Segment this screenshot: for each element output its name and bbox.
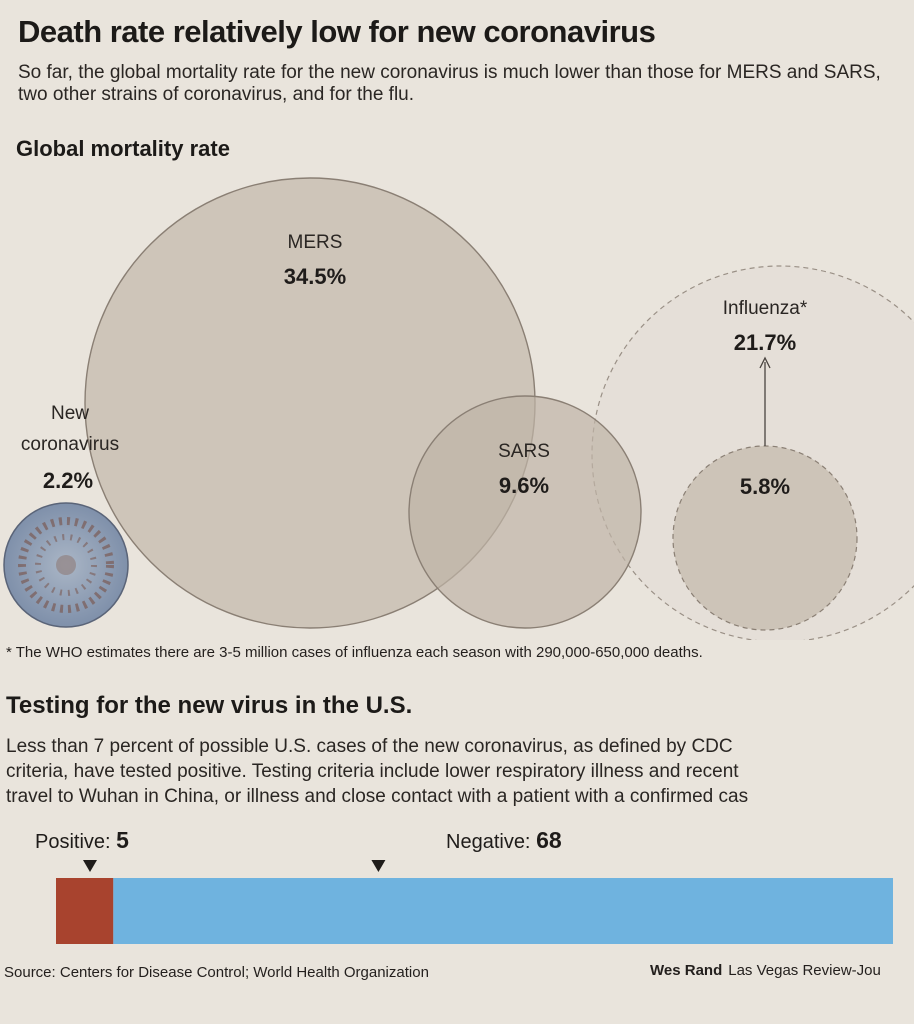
- bar-marker-triangle: [83, 860, 97, 872]
- section2-line: criteria, have tested positive. Testing …: [6, 761, 739, 782]
- bar-label-positive: Positive: 5: [35, 827, 129, 853]
- source-line: Source: Centers for Disease Control; Wor…: [4, 964, 429, 981]
- label-newcov-name-1: New: [51, 403, 89, 424]
- virus-illustration: [3, 502, 129, 628]
- section2-line: Less than 7 percent of possible U.S. cas…: [6, 736, 733, 757]
- bubble-chart: MERS 34.5% SARS 9.6% New coronavirus 2.2…: [3, 177, 914, 640]
- label-mers-name: MERS: [288, 232, 343, 253]
- label-mers-value: 34.5%: [284, 264, 346, 289]
- label-influenza-inner-value: 5.8%: [740, 474, 790, 499]
- influenza-arrow: [759, 356, 771, 446]
- bar-label-negative: Negative: 68: [446, 827, 562, 853]
- bubble-sars: [408, 395, 642, 629]
- credit-line: Wes Rand Las Vegas Review-Jou: [650, 962, 881, 979]
- label-sars-value: 9.6%: [499, 473, 549, 498]
- label-sars-name: SARS: [498, 441, 550, 462]
- label-newcov-value: 2.2%: [43, 468, 93, 493]
- label-newcov-name-2: coronavirus: [21, 434, 119, 455]
- label-influenza-name: Influenza*: [723, 298, 808, 319]
- credit-author: Wes Rand: [650, 962, 723, 979]
- footnote: * The WHO estimates there are 3-5 millio…: [6, 644, 703, 661]
- bar-segment-positive: [56, 878, 114, 944]
- bar-marker-triangle: [371, 860, 386, 872]
- section2-line: travel to Wuhan in China, or illness and…: [6, 786, 749, 807]
- chart-title: Global mortality rate: [16, 136, 230, 161]
- section2-body: Less than 7 percent of possible U.S. cas…: [6, 734, 914, 809]
- dek-text: So far, the global mortality rate for th…: [18, 62, 881, 105]
- credit-publication: Las Vegas Review-Jou: [728, 962, 881, 979]
- testing-bar-chart: Positive: 5 Negative: 68: [35, 827, 894, 944]
- label-influenza-value: 21.7%: [734, 330, 796, 355]
- section2-title: Testing for the new virus in the U.S.: [6, 692, 413, 719]
- bar-segment-negative: [113, 878, 894, 944]
- headline: Death rate relatively low for new corona…: [18, 14, 656, 49]
